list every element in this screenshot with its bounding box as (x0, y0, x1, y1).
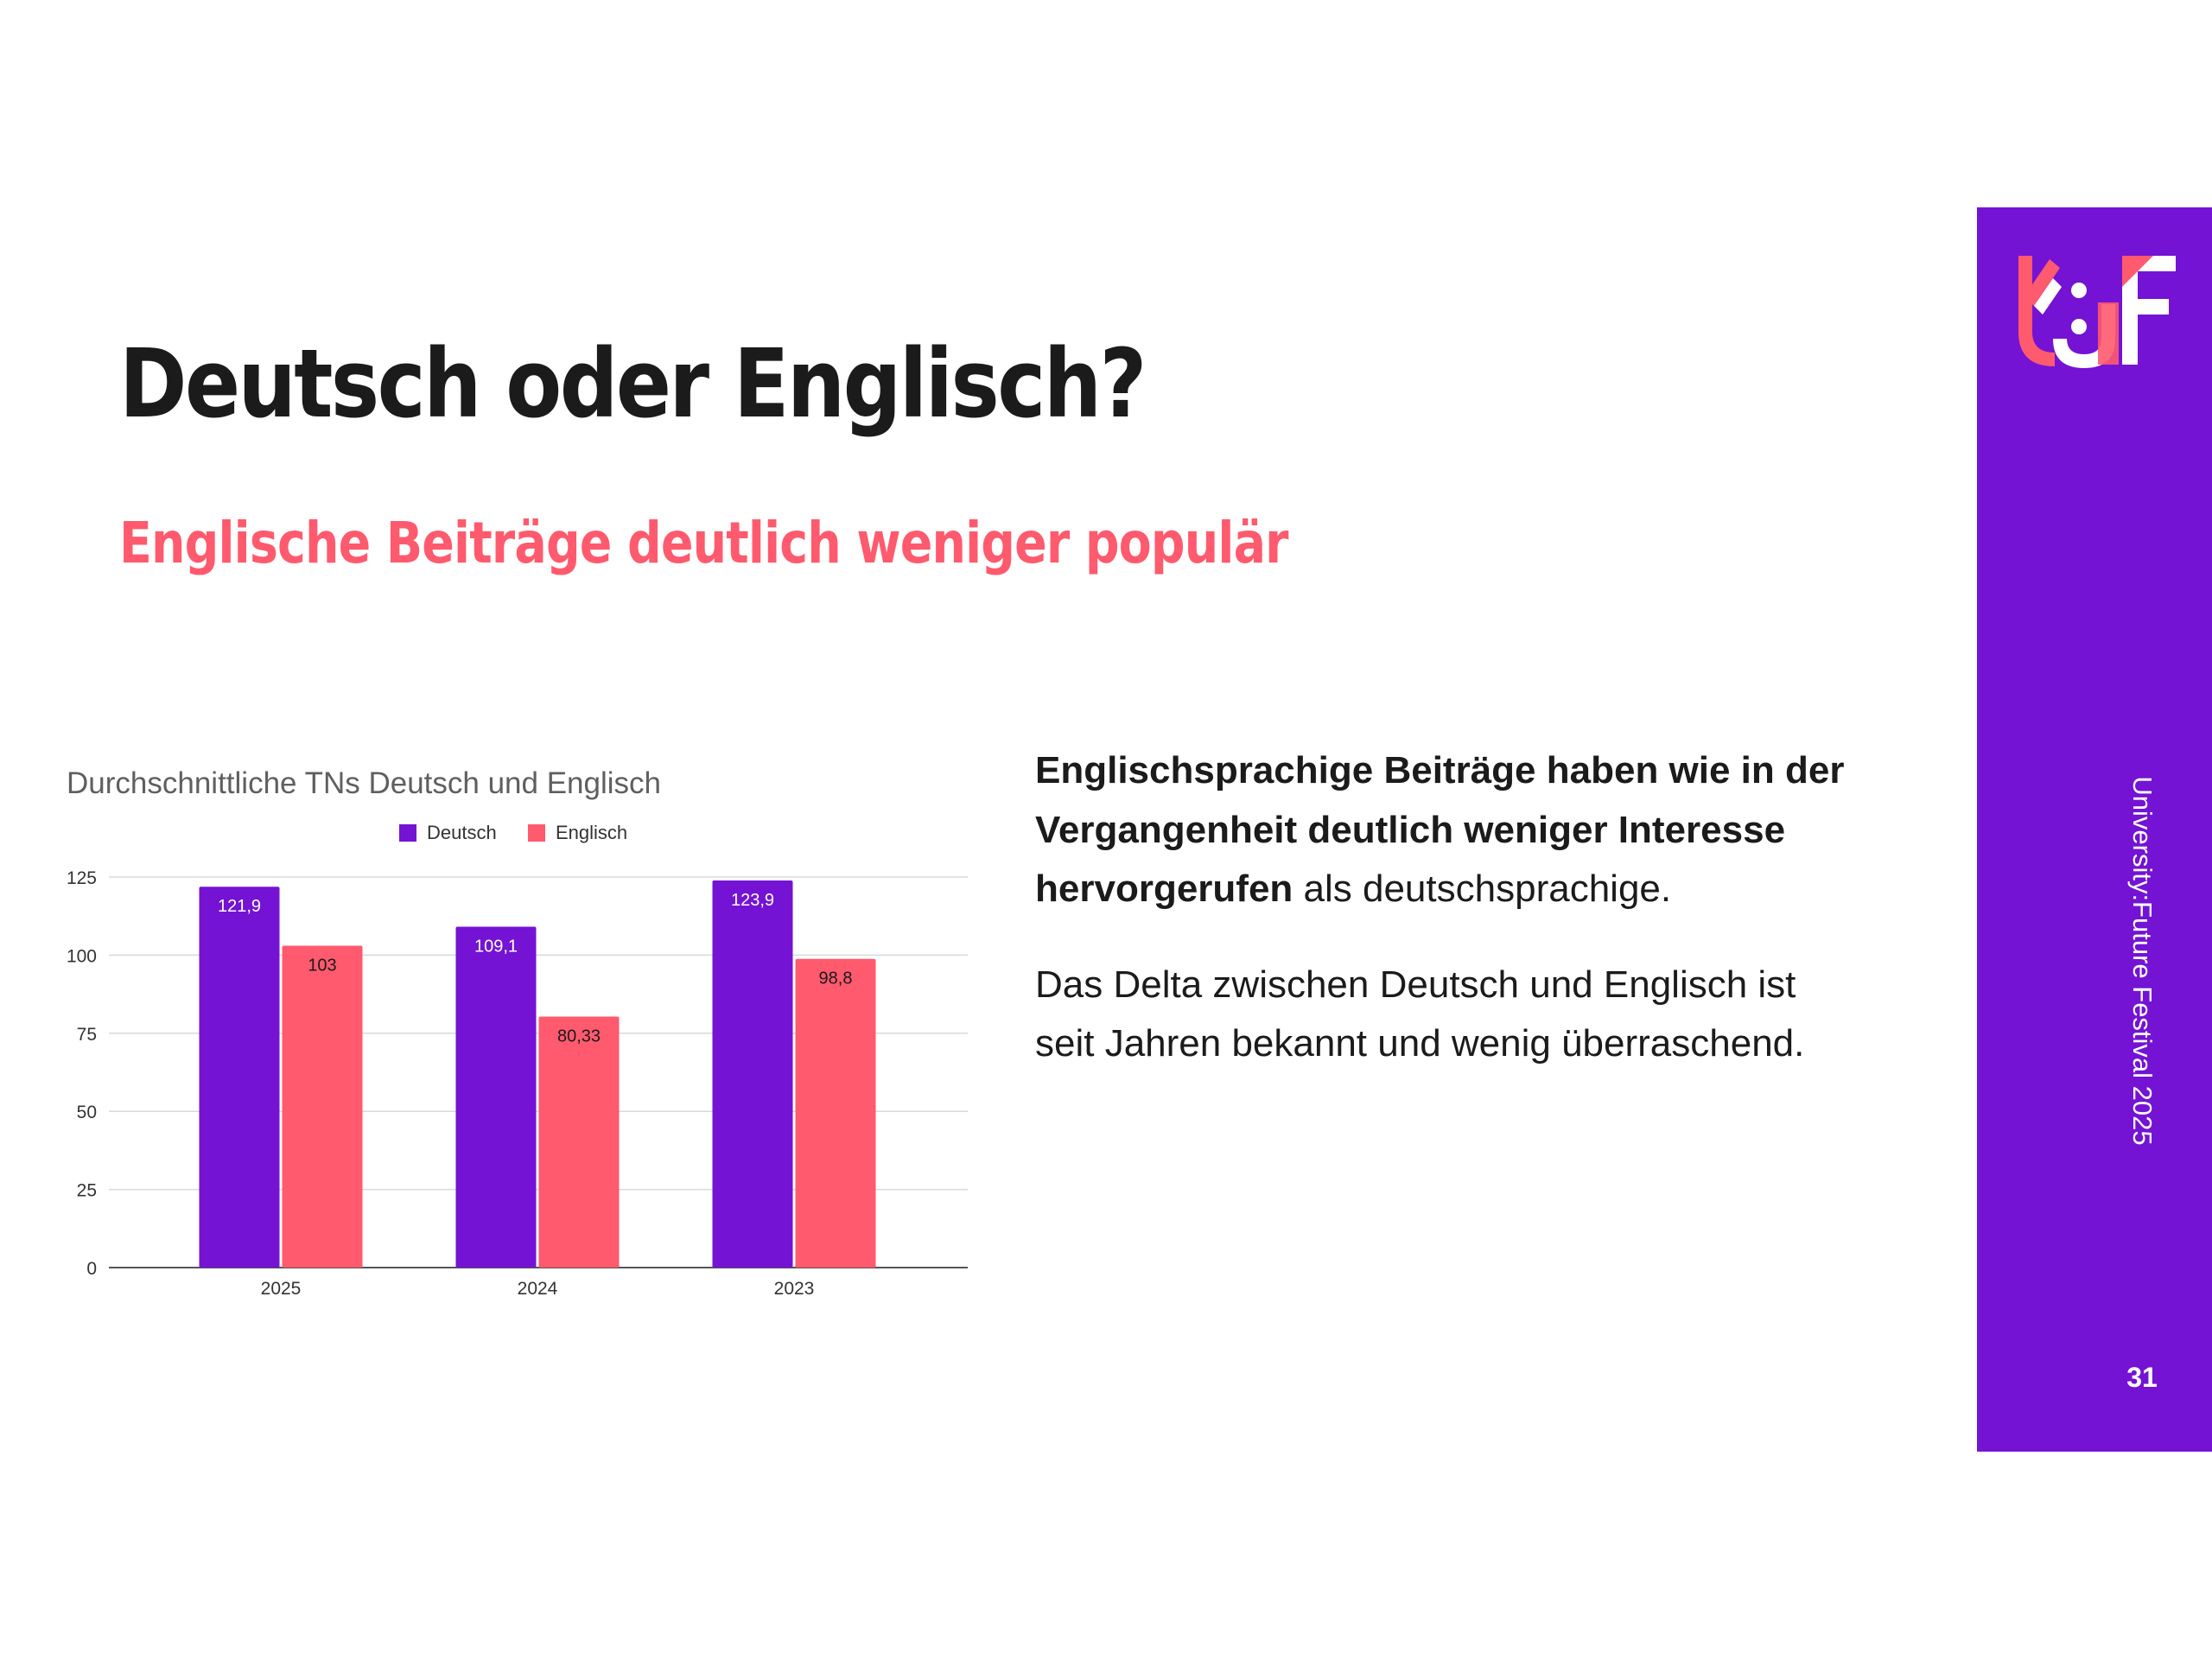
chart-legend: Deutsch Englisch (399, 822, 627, 843)
data-label-englisch-2025: 103 (308, 957, 336, 976)
legend-swatch-englisch (528, 824, 545, 842)
body-paragraph-1-rest: als deutschsprachige. (1293, 868, 1672, 910)
y-tick-label: 100 (67, 946, 97, 966)
y-tick-label: 50 (77, 1103, 97, 1122)
bar-deutsch-2025 (199, 887, 280, 1268)
body-paragraph-1-bold: Englischsprachige Beiträge haben wie in … (1035, 749, 1845, 910)
chart-bars: 121,9 103 109,1 80,33 123,9 98,8 (199, 880, 876, 1268)
data-label-englisch-2023: 98,8 (819, 969, 853, 988)
x-tick-label-2025: 2025 (261, 1279, 302, 1299)
data-label-deutsch-2025: 121,9 (218, 897, 261, 916)
data-label-englisch-2024: 80,33 (557, 1027, 601, 1046)
data-label-deutsch-2024: 109,1 (474, 937, 518, 956)
legend-label-englisch: Englisch (556, 822, 627, 843)
bar-chart: Durchschnittliche TNs Deutsch und Englis… (67, 766, 968, 1299)
page-number: 31 (2126, 1362, 2158, 1393)
legend-swatch-deutsch (399, 824, 416, 842)
body-text: Englischsprachige Beiträge haben wie in … (1035, 741, 1856, 1110)
festival-logo-icon (2018, 256, 2176, 368)
slide-title: Deutsch oder Englisch? (119, 328, 1147, 439)
event-name-label: University:Future Festival 2025 (2127, 776, 2158, 1146)
bar-deutsch-2023 (712, 880, 793, 1268)
data-label-deutsch-2023: 123,9 (731, 891, 774, 910)
chart-x-axis: 2025 2024 2023 (261, 1279, 815, 1299)
y-tick-label: 125 (67, 868, 97, 888)
bar-englisch-2025 (282, 945, 363, 1268)
bar-deutsch-2024 (455, 926, 537, 1268)
bar-englisch-2023 (795, 958, 876, 1268)
bar-englisch-2024 (538, 1016, 620, 1268)
slide-subtitle: Englische Beiträge deutlich weniger popu… (119, 510, 1288, 576)
y-tick-label: 25 (77, 1181, 97, 1201)
y-tick-label: 0 (86, 1259, 97, 1279)
x-tick-label-2023: 2023 (774, 1279, 815, 1299)
body-paragraph-1: Englischsprachige Beiträge haben wie in … (1035, 741, 1856, 919)
legend-label-deutsch: Deutsch (427, 822, 497, 843)
y-tick-label: 75 (77, 1025, 97, 1045)
x-tick-label-2024: 2024 (518, 1279, 558, 1299)
chart-title: Durchschnittliche TNs Deutsch und Englis… (67, 766, 661, 800)
body-paragraph-2: Das Delta zwischen Deutsch und Englisch … (1035, 963, 1805, 1065)
sidebar: University:Future Festival 2025 31 (1977, 207, 2212, 1452)
